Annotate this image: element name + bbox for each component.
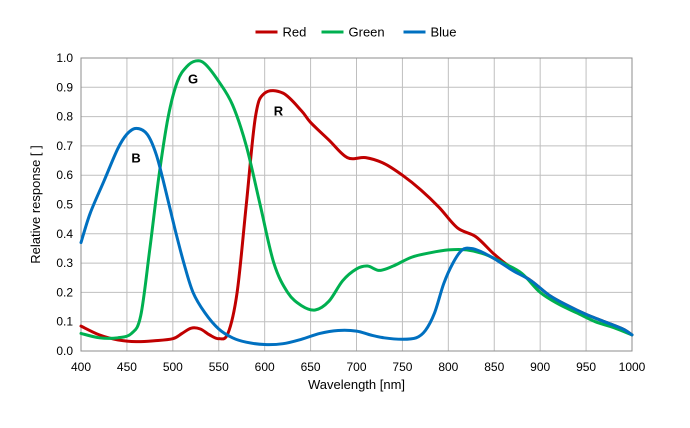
y-tick-label: 0.7 — [56, 139, 73, 153]
annotations: B G R — [131, 72, 283, 166]
y-tick-label: 0.5 — [56, 198, 73, 212]
annotation-b: B — [131, 151, 140, 166]
y-tick-label: 0.4 — [56, 227, 73, 241]
y-tick-label: 1.0 — [56, 51, 73, 65]
y-tick-label: 0.2 — [56, 285, 73, 299]
grid — [80, 57, 633, 352]
x-tick-label: 1000 — [619, 360, 646, 374]
x-tick-labels: 400 450 500 550 600 650 700 750 800 850 900 950 1000 — [71, 360, 646, 374]
y-tick-labels: 0.0 0.1 0.2 0.3 0.4 0.5 0.6 0.7 0.8 0.9 1.0 — [56, 51, 73, 358]
x-tick-label: 750 — [392, 360, 412, 374]
x-tick-label: 800 — [438, 360, 458, 374]
y-tick-label: 0.6 — [56, 168, 73, 182]
y-tick-label: 0.8 — [56, 110, 73, 124]
x-tick-label: 600 — [255, 360, 275, 374]
x-tick-label: 700 — [346, 360, 366, 374]
y-tick-label: 0.9 — [56, 80, 73, 94]
y-tick-label: 0.3 — [56, 256, 73, 270]
x-tick-label: 500 — [163, 360, 183, 374]
y-tick-label: 0.1 — [56, 315, 73, 329]
x-tick-label: 950 — [576, 360, 596, 374]
legend: Red Green Blue — [255, 25, 457, 40]
x-tick-label: 450 — [117, 360, 137, 374]
x-tick-label: 850 — [484, 360, 504, 374]
series-line-blue — [79, 126, 634, 347]
x-tick-label: 900 — [530, 360, 550, 374]
legend-label-blue: Blue — [431, 25, 457, 40]
legend-label-green: Green — [349, 25, 385, 40]
series-lines — [79, 59, 634, 347]
y-axis-title: Relative response [ ] — [28, 145, 43, 264]
x-tick-label: 650 — [301, 360, 321, 374]
plot-area — [80, 57, 633, 352]
legend-label-red: Red — [283, 25, 307, 40]
x-axis-title: Wavelength [nm] — [308, 377, 405, 392]
y-tick-label: 0.0 — [56, 344, 73, 358]
x-tick-label: 400 — [71, 360, 91, 374]
x-tick-label: 550 — [209, 360, 229, 374]
annotation-r: R — [274, 104, 284, 119]
annotation-g: G — [188, 72, 198, 87]
